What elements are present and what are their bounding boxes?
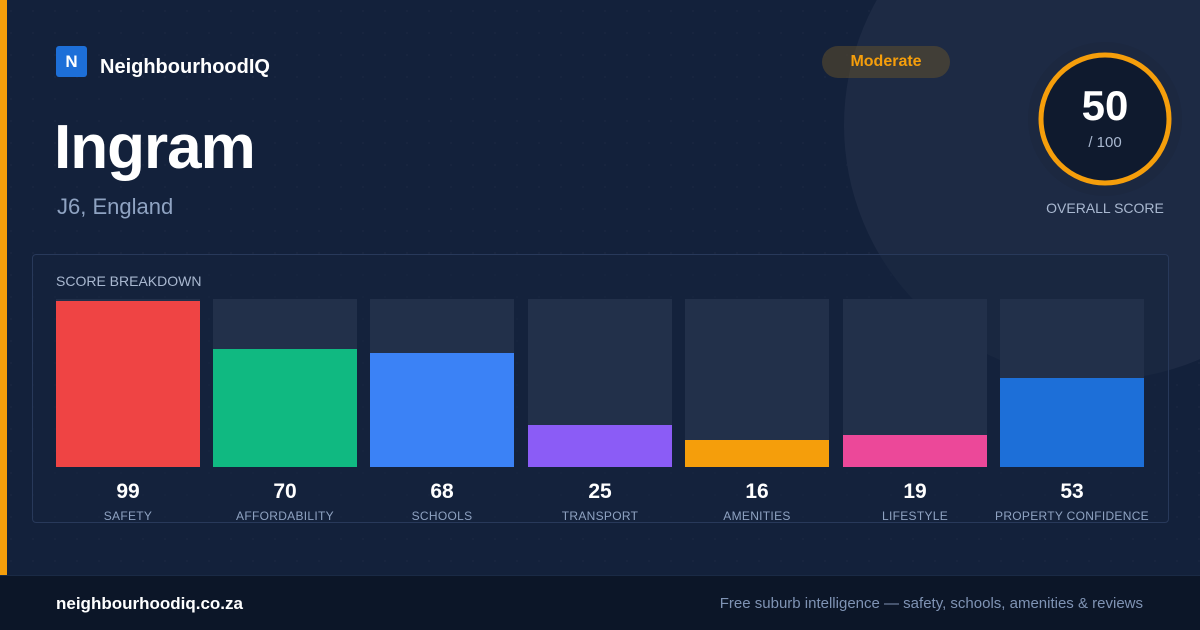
bar-fill (1000, 377, 1144, 467)
overall-score-value: 50 (1081, 82, 1129, 129)
score-bar-schools: 68 SCHOOLS (370, 299, 514, 524)
bar-value: 16 (745, 480, 769, 503)
score-bar-affordability: 70 AFFORDABILITY (213, 299, 357, 524)
bar-label: LIFESTYLE (881, 509, 949, 523)
brand-name: NeighbourhoodIQ (100, 56, 270, 78)
accent-bar (0, 0, 7, 575)
bar-label: AFFORDABILITY (236, 509, 334, 523)
bar-track (1000, 299, 1144, 467)
breakdown-title: SCORE BREAKDOWN (56, 273, 202, 289)
bar-fill (685, 440, 829, 467)
bar-label: SCHOOLS (411, 509, 473, 523)
share-card: N NeighbourhoodIQ Ingram J6, England Mod… (0, 0, 1200, 575)
score-breakdown-panel: SCORE BREAKDOWN 99 SAFETY 70 AFFORDABILITY 6… (32, 254, 1169, 523)
bar-value: 99 (116, 480, 140, 503)
bar-track (685, 299, 829, 467)
score-bar-transport: 25 TRANSPORT (528, 299, 672, 524)
footer: neighbourhoodiq.co.za Free suburb intell… (0, 575, 1200, 630)
bar-track (843, 299, 987, 467)
bar-fill (370, 352, 514, 467)
bar-track (370, 299, 514, 467)
score-bar-property-confidence: 53 PROPERTY CONFIDENCE (995, 299, 1149, 524)
footer-tagline: Free suburb intelligence — safety, schoo… (719, 595, 1143, 612)
bar-value: 68 (430, 480, 454, 503)
gauge-ring (1028, 42, 1182, 196)
bar-fill (843, 435, 987, 467)
bar-track (56, 299, 200, 467)
overall-score-gauge: 50 / 100 (1028, 42, 1182, 196)
logo-icon: N (56, 46, 87, 77)
place-location: J6, England (57, 194, 174, 219)
rating-badge: Moderate (822, 46, 950, 78)
bar-label: AMENITIES (723, 509, 791, 523)
score-bar-safety: 99 SAFETY (56, 299, 200, 524)
footer-domain: neighbourhoodiq.co.za (56, 594, 243, 613)
bar-value: 53 (1060, 480, 1084, 503)
bar-value: 19 (903, 480, 927, 503)
bar-fill (213, 349, 357, 467)
overall-score-caption: OVERALL SCORE (1046, 200, 1164, 216)
bar-label: PROPERTY CONFIDENCE (995, 509, 1149, 523)
bar-fill (528, 425, 672, 467)
bar-label: TRANSPORT (561, 509, 639, 523)
place-name: Ingram (54, 113, 256, 182)
bar-track (528, 299, 672, 467)
bar-value: 25 (588, 480, 612, 503)
overall-score-max: / 100 (1088, 134, 1122, 151)
score-bar-lifestyle: 19 LIFESTYLE (843, 299, 987, 524)
bar-fill (56, 300, 200, 467)
bar-track (213, 299, 357, 467)
bar-label: SAFETY (103, 509, 153, 523)
bar-value: 70 (273, 480, 297, 503)
score-bar-amenities: 16 AMENITIES (685, 299, 829, 524)
